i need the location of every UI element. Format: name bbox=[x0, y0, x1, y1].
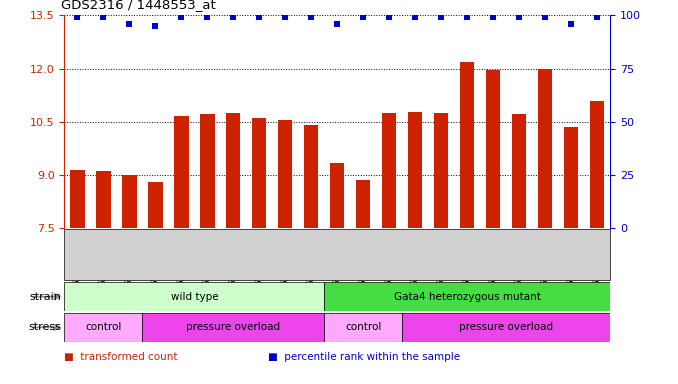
Bar bbox=[402, 313, 610, 342]
Point bbox=[72, 15, 83, 21]
Point bbox=[384, 15, 395, 21]
Point bbox=[332, 21, 343, 27]
Point bbox=[124, 21, 135, 27]
Text: GDS2316 / 1448553_at: GDS2316 / 1448553_at bbox=[61, 0, 216, 12]
Point bbox=[176, 15, 187, 21]
Bar bbox=[590, 101, 604, 228]
Text: stress: stress bbox=[28, 322, 61, 333]
Point bbox=[514, 15, 525, 21]
Bar bbox=[174, 116, 188, 228]
Bar bbox=[122, 175, 136, 228]
Text: Gata4 heterozygous mutant: Gata4 heterozygous mutant bbox=[394, 291, 540, 302]
Text: control: control bbox=[345, 322, 382, 333]
Bar bbox=[278, 120, 292, 228]
Bar bbox=[96, 171, 111, 228]
Point bbox=[306, 15, 317, 21]
Bar bbox=[226, 113, 241, 228]
Point bbox=[98, 15, 109, 21]
Text: control: control bbox=[85, 322, 121, 333]
Text: pressure overload: pressure overload bbox=[459, 322, 553, 333]
Bar bbox=[486, 70, 500, 228]
Text: wild type: wild type bbox=[171, 291, 218, 302]
Bar bbox=[564, 127, 578, 228]
Bar bbox=[434, 113, 448, 228]
Point bbox=[150, 23, 161, 29]
Bar bbox=[324, 282, 610, 311]
Bar bbox=[71, 170, 85, 228]
Point bbox=[462, 15, 473, 21]
Bar bbox=[460, 62, 475, 228]
Point bbox=[540, 15, 551, 21]
Bar bbox=[200, 114, 214, 228]
Bar bbox=[408, 112, 422, 228]
Point bbox=[202, 15, 213, 21]
Bar bbox=[252, 118, 266, 228]
Point bbox=[280, 15, 291, 21]
Text: pressure overload: pressure overload bbox=[186, 322, 281, 333]
Bar bbox=[142, 313, 324, 342]
Point bbox=[436, 15, 447, 21]
Bar bbox=[512, 114, 526, 228]
Bar bbox=[304, 126, 319, 228]
Point bbox=[488, 15, 499, 21]
Point bbox=[410, 15, 420, 21]
Bar bbox=[356, 180, 370, 228]
Bar bbox=[330, 163, 344, 228]
Point bbox=[565, 21, 576, 27]
Point bbox=[592, 15, 603, 21]
Bar bbox=[324, 313, 402, 342]
Point bbox=[228, 15, 239, 21]
Text: ■  transformed count: ■ transformed count bbox=[64, 352, 178, 362]
Bar bbox=[64, 282, 324, 311]
Text: ■  percentile rank within the sample: ■ percentile rank within the sample bbox=[268, 352, 460, 362]
Text: strain: strain bbox=[29, 291, 61, 302]
Bar bbox=[382, 113, 397, 228]
Bar bbox=[64, 313, 142, 342]
Point bbox=[254, 15, 265, 21]
Bar bbox=[538, 70, 553, 228]
Point bbox=[358, 15, 369, 21]
Bar bbox=[148, 182, 163, 228]
